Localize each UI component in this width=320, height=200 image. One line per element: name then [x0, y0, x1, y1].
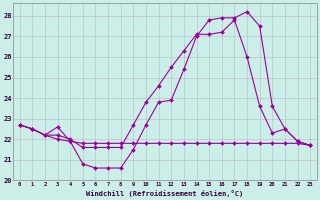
X-axis label: Windchill (Refroidissement éolien,°C): Windchill (Refroidissement éolien,°C) — [86, 190, 244, 197]
